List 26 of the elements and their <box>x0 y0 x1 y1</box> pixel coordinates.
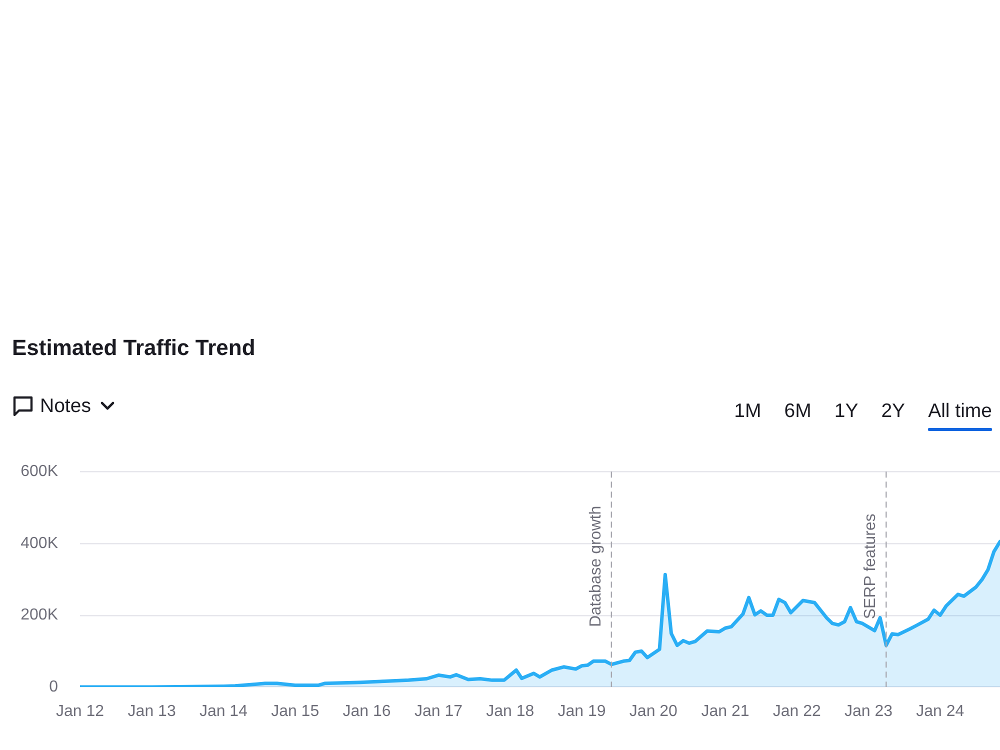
x-tick-label: Jan 16 <box>342 703 391 720</box>
text: 1Y <box>834 399 858 424</box>
text: 6M <box>784 399 812 424</box>
text: Notes <box>40 394 91 419</box>
y-tick-label: 200K <box>20 606 58 624</box>
text: 1M <box>734 399 762 424</box>
x-tick-label: Jan 14 <box>199 703 248 720</box>
x-tick-label: Jan 23 <box>844 703 893 720</box>
x-tick-label: Jan 22 <box>772 703 822 720</box>
x-tick-label: Jan 24 <box>916 703 964 720</box>
y-tick-label: 0 <box>49 678 58 696</box>
x-tick-label: Jan 21 <box>701 703 750 720</box>
x-tick-label: Jan 20 <box>629 703 678 720</box>
ref-line-label: SERP features <box>862 514 880 620</box>
x-tick-label: Jan 15 <box>271 703 320 720</box>
x-tick-label: Jan 17 <box>414 703 463 720</box>
ref-line-label: Database growth <box>587 506 604 627</box>
x-tick-label: Jan 13 <box>128 703 176 720</box>
text: All time <box>928 399 992 424</box>
x-tick-label: Jan 18 <box>486 703 534 720</box>
x-tick-label: Jan 19 <box>558 703 606 720</box>
text: 2Y <box>881 399 906 424</box>
y-tick-label: 600K <box>20 463 58 480</box>
chart-title: Estimated Traffic Trend <box>12 334 256 362</box>
x-tick-label: Jan 12 <box>56 703 104 720</box>
y-tick-label: 400K <box>20 534 58 552</box>
